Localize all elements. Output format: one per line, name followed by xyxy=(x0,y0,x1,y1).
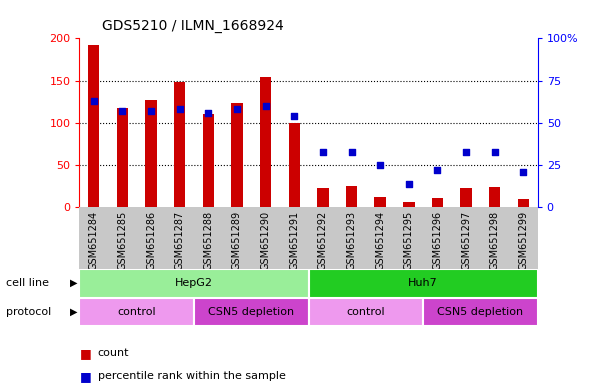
Bar xyxy=(88,45,100,207)
Point xyxy=(203,110,213,116)
Text: GSM651286: GSM651286 xyxy=(146,210,156,270)
Bar xyxy=(460,188,472,207)
Bar xyxy=(489,187,500,207)
Text: protocol: protocol xyxy=(6,307,51,317)
Text: CSN5 depletion: CSN5 depletion xyxy=(437,307,524,317)
Text: control: control xyxy=(346,307,385,317)
Text: GSM651295: GSM651295 xyxy=(404,210,414,270)
Point xyxy=(175,106,185,113)
Text: GSM651297: GSM651297 xyxy=(461,210,471,270)
Bar xyxy=(518,199,529,207)
Text: GSM651293: GSM651293 xyxy=(346,210,356,270)
Bar xyxy=(375,197,386,207)
Text: GSM651284: GSM651284 xyxy=(89,210,99,270)
Text: GSM651294: GSM651294 xyxy=(375,210,385,270)
Point xyxy=(461,149,471,155)
Text: HepG2: HepG2 xyxy=(175,278,213,288)
Bar xyxy=(403,202,414,207)
Point xyxy=(318,149,327,155)
Text: control: control xyxy=(117,307,156,317)
Point xyxy=(490,149,500,155)
Point xyxy=(375,162,385,168)
Text: GSM651298: GSM651298 xyxy=(490,210,500,270)
Bar xyxy=(309,298,423,326)
Bar xyxy=(346,186,357,207)
Text: GSM651289: GSM651289 xyxy=(232,210,242,270)
Text: GSM651292: GSM651292 xyxy=(318,210,328,270)
Bar xyxy=(203,114,214,207)
Text: GSM651291: GSM651291 xyxy=(289,210,299,270)
Bar xyxy=(79,298,194,326)
Bar xyxy=(288,123,300,207)
Text: cell line: cell line xyxy=(6,278,49,288)
Bar xyxy=(317,188,329,207)
Point xyxy=(261,103,271,109)
Text: ■: ■ xyxy=(79,370,91,383)
Point xyxy=(146,108,156,114)
Text: GDS5210 / ILMN_1668924: GDS5210 / ILMN_1668924 xyxy=(103,19,284,33)
Text: ■: ■ xyxy=(79,347,91,360)
Text: GSM651290: GSM651290 xyxy=(261,210,271,270)
Point xyxy=(404,180,414,187)
Text: GSM651287: GSM651287 xyxy=(175,210,185,270)
Text: GSM651288: GSM651288 xyxy=(203,210,213,270)
Text: ▶: ▶ xyxy=(70,278,78,288)
Bar xyxy=(432,198,443,207)
Bar xyxy=(309,269,538,298)
Point xyxy=(232,106,242,113)
Text: GSM651299: GSM651299 xyxy=(518,210,529,270)
Point xyxy=(117,108,127,114)
Point xyxy=(290,113,299,119)
Text: Huh7: Huh7 xyxy=(408,278,438,288)
Point xyxy=(346,149,356,155)
Point xyxy=(89,98,98,104)
Text: GSM651285: GSM651285 xyxy=(117,210,127,270)
Bar xyxy=(194,298,309,326)
Bar xyxy=(260,77,271,207)
Bar xyxy=(423,298,538,326)
Bar xyxy=(174,82,185,207)
Text: GSM651296: GSM651296 xyxy=(433,210,442,270)
Point xyxy=(433,167,442,173)
Point xyxy=(519,169,529,175)
Bar xyxy=(231,103,243,207)
Text: count: count xyxy=(98,348,130,358)
Bar xyxy=(117,108,128,207)
Bar xyxy=(79,269,309,298)
Text: CSN5 depletion: CSN5 depletion xyxy=(208,307,295,317)
Text: percentile rank within the sample: percentile rank within the sample xyxy=(98,371,285,381)
Bar xyxy=(145,100,157,207)
Text: ▶: ▶ xyxy=(70,307,78,317)
